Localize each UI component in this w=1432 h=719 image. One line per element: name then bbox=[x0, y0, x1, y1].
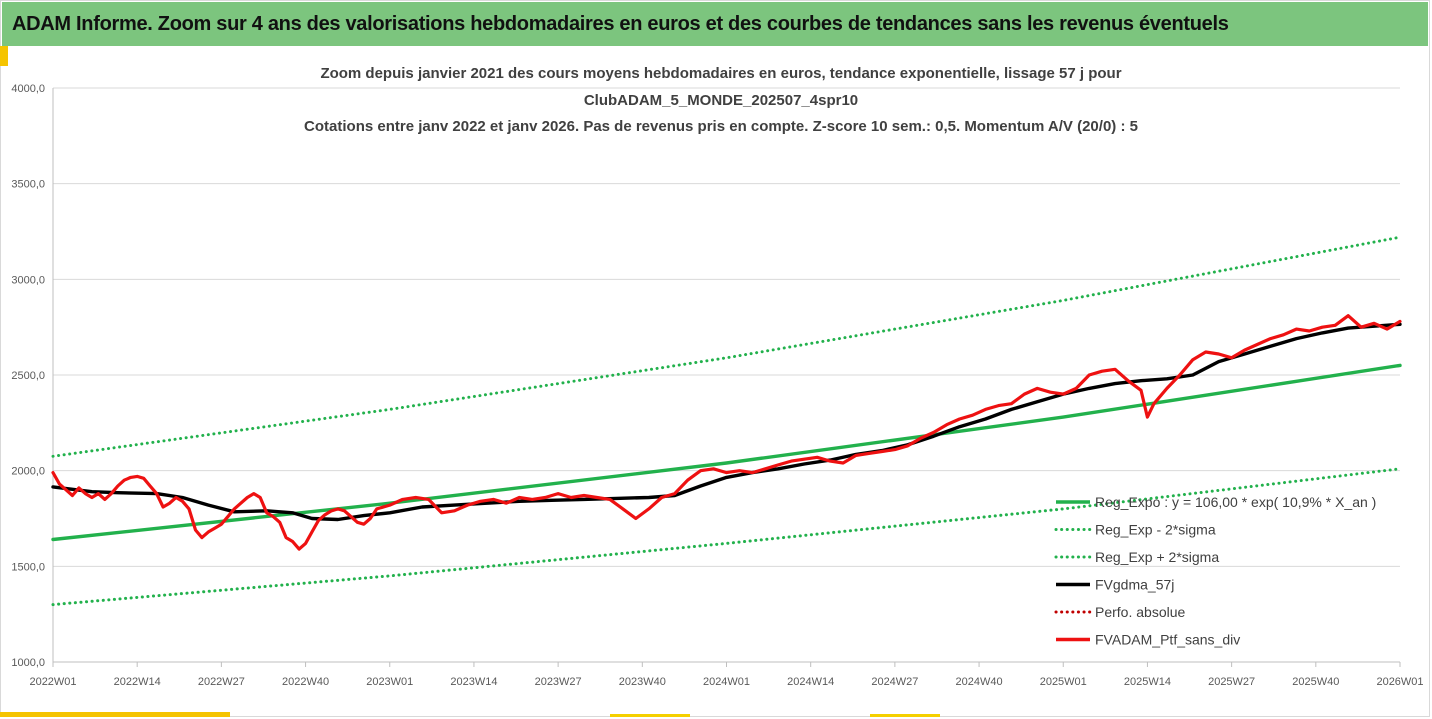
x-tick-label: 2024W01 bbox=[703, 676, 750, 688]
y-tick-label: 2500,0 bbox=[11, 370, 45, 382]
accent-bar-bottom-middle bbox=[610, 714, 690, 717]
y-tick-label: 3000,0 bbox=[11, 274, 45, 286]
y-tick-label: 4000,0 bbox=[11, 83, 45, 95]
x-tick-label: 2024W14 bbox=[787, 676, 834, 688]
accent-bar-bottom-right bbox=[870, 714, 940, 717]
x-tick-label: 2022W40 bbox=[282, 676, 329, 688]
x-tick-label: 2026W01 bbox=[1376, 676, 1423, 688]
legend-entry-label: Reg_Expo : y = 106,00 * exp( 10,9% * X_a… bbox=[1095, 494, 1376, 510]
x-tick-label: 2025W14 bbox=[1124, 676, 1171, 688]
chart-title-line-3: Cotations entre janv 2022 et janv 2026. … bbox=[304, 118, 1138, 135]
accent-corner-top-left bbox=[0, 46, 8, 66]
axes bbox=[52, 88, 1401, 667]
legend-entry-label: Perfo. absolue bbox=[1095, 604, 1185, 620]
x-tick-label: 2023W01 bbox=[366, 676, 413, 688]
x-tick-label: 2022W01 bbox=[29, 676, 76, 688]
x-tick-label: 2022W14 bbox=[114, 676, 161, 688]
y-tick-label: 1000,0 bbox=[11, 657, 45, 669]
chart-title-line-1: Zoom depuis janvier 2021 des cours moyen… bbox=[320, 65, 1122, 82]
x-tick-label: 2025W27 bbox=[1208, 676, 1255, 688]
banner-title: ADAM Informe. Zoom sur 4 ans des valoris… bbox=[12, 13, 1229, 35]
legend: Reg_Expo : y = 106,00 * exp( 10,9% * X_a… bbox=[1054, 494, 1376, 648]
series-line-fvadam-ptf-sans-div bbox=[51, 314, 1402, 551]
series-line-reg-expo-y-106-00-exp-10-9-x-an bbox=[51, 363, 1402, 542]
x-tick-label: 2024W27 bbox=[871, 676, 918, 688]
series-line-fvgdma-57j bbox=[51, 322, 1402, 522]
x-tick-label: 2023W14 bbox=[450, 676, 497, 688]
x-tick-label: 2023W40 bbox=[619, 676, 666, 688]
legend-entry-label: FVgdma_57j bbox=[1095, 577, 1174, 593]
chart-title-line-2: ClubADAM_5_MONDE_202507_4spr10 bbox=[583, 92, 859, 109]
x-tick-label: 2022W27 bbox=[198, 676, 245, 688]
y-tick-label: 1500,0 bbox=[11, 561, 45, 573]
legend-entry-label: Reg_Exp + 2*sigma bbox=[1095, 549, 1219, 565]
series-line-reg-exp-2-sigma bbox=[51, 235, 1402, 458]
series-layer bbox=[51, 235, 1402, 607]
x-tick-label: 2025W01 bbox=[1040, 676, 1087, 688]
x-axis-labels: 2022W01 2022W14 2022W27 2022W40 2023W01 2023W… bbox=[29, 676, 1423, 688]
gridlines bbox=[53, 87, 1400, 663]
y-axis-labels: 1000,0 1500,0 2000,0 2500,0 3000,0 3500,0 4000… bbox=[11, 83, 45, 669]
legend-entry-label: Reg_Exp - 2*sigma bbox=[1095, 522, 1216, 538]
x-tick-label: 2025W40 bbox=[1292, 676, 1339, 688]
accent-bar-bottom-left bbox=[0, 712, 230, 717]
legend-entry-label: FVADAM_Ptf_sans_div bbox=[1095, 632, 1240, 648]
x-tick-label: 2024W40 bbox=[956, 676, 1003, 688]
y-tick-label: 3500,0 bbox=[11, 179, 45, 191]
header-banner: ADAM Informe. Zoom sur 4 ans des valoris… bbox=[2, 2, 1428, 48]
y-tick-label: 2000,0 bbox=[11, 466, 45, 478]
x-tick-label: 2023W27 bbox=[535, 676, 582, 688]
series-line-reg-exp-2-sigma bbox=[51, 467, 1402, 607]
